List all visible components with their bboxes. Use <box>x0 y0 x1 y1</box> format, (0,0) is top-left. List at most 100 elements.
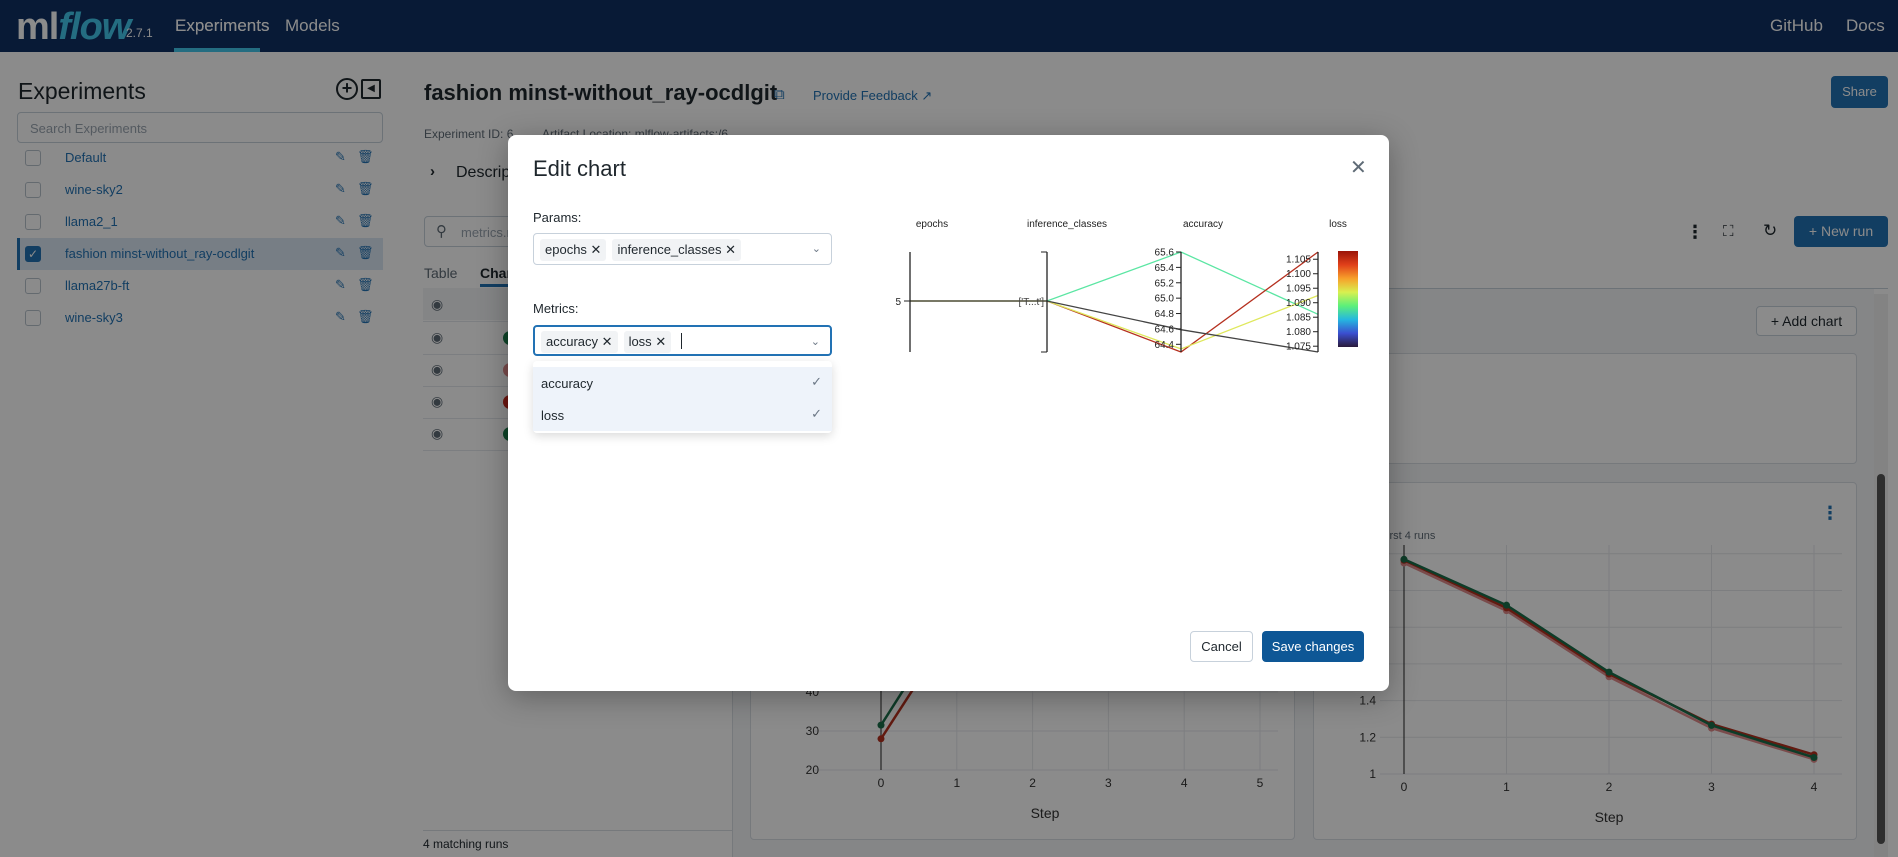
checkbox[interactable] <box>25 182 41 198</box>
github-link[interactable]: GitHub <box>1770 16 1823 35</box>
chart-subtitle: first 4 runs <box>1384 530 1436 542</box>
experiment-item-llama27b-ft[interactable]: llama27b-ft ✎ 🗑 <box>17 270 383 302</box>
experiment-label[interactable]: wine-sky3 <box>65 310 123 325</box>
experiment-id: Experiment ID: 6 <box>424 127 514 141</box>
text-cursor <box>681 333 683 349</box>
pencil-icon[interactable]: ✎ <box>335 245 346 260</box>
pencil-icon[interactable]: ✎ <box>335 149 346 164</box>
active-tab-indicator <box>174 48 260 52</box>
experiment-label[interactable]: llama2_1 <box>65 214 118 229</box>
experiment-label[interactable]: wine-sky2 <box>65 182 123 197</box>
collapse-sidebar-icon[interactable]: ◀ <box>361 79 381 99</box>
experiment-item-wine-sky3[interactable]: wine-sky3 ✎ 🗑 <box>17 302 383 334</box>
eye-icon[interactable]: ◉ <box>431 425 444 441</box>
copy-icon[interactable]: ⧉ <box>774 86 785 103</box>
trash-icon[interactable]: 🗑 <box>357 149 374 164</box>
experiment-label[interactable]: fashion minst-without_ray-ocdlgit <box>65 246 255 261</box>
checkbox[interactable] <box>25 150 41 166</box>
metric-chip: accuracy ✕ <box>541 331 618 353</box>
run-line <box>910 300 1319 353</box>
param-chip: inference_classes ✕ <box>612 239 742 261</box>
more-options-icon[interactable]: ⋮ <box>1686 222 1704 242</box>
active-tab-label: Experiments <box>175 16 270 35</box>
metric-chip: loss ✕ <box>623 331 672 353</box>
scrollbar-thumb[interactable] <box>1877 474 1885 844</box>
pencil-icon[interactable]: ✎ <box>335 213 346 228</box>
axis-title: epochs <box>916 219 948 230</box>
trash-icon[interactable]: 🗑 <box>357 245 374 260</box>
refresh-icon[interactable]: ↻ <box>1763 221 1778 240</box>
active-tab-underline <box>480 284 520 287</box>
tick-label: 1.090 <box>1286 298 1311 309</box>
trash-icon[interactable]: 🗑 <box>357 181 374 196</box>
tab-table[interactable]: Table <box>424 265 458 281</box>
page-title: fashion minst-without_ray-ocdlgit <box>424 80 778 105</box>
scrollbar[interactable] <box>1874 294 1888 857</box>
experiment-item-fashion-minst[interactable]: ✓ fashion minst-without_ray-ocdlgit ✎ 🗑 <box>17 238 383 270</box>
search-experiments-input[interactable]: Search Experiments <box>17 112 383 143</box>
remove-icon[interactable]: ✕ <box>590 242 602 257</box>
params-label: Params: <box>533 210 582 225</box>
params-select[interactable]: epochs ✕ inference_classes ✕ ⌄ <box>533 233 832 265</box>
checkbox[interactable] <box>25 278 41 294</box>
remove-icon[interactable]: ✕ <box>601 334 613 349</box>
dropdown-option-accuracy[interactable]: accuracy ✓ <box>533 367 832 399</box>
docs-link[interactable]: Docs <box>1846 16 1885 35</box>
nav-tab-models[interactable]: Models <box>285 16 340 35</box>
tick-label: 5 <box>895 297 901 308</box>
new-run-button[interactable]: + New run <box>1794 216 1888 247</box>
pencil-icon[interactable]: ✎ <box>335 277 346 292</box>
eye-icon[interactable]: ◉ <box>431 329 444 345</box>
chevron-right-icon[interactable]: › <box>430 163 435 180</box>
share-button[interactable]: Share <box>1831 76 1888 108</box>
trash-icon[interactable]: 🗑 <box>357 309 374 324</box>
pencil-icon[interactable]: ✎ <box>335 181 346 196</box>
add-experiment-icon[interactable]: + <box>336 78 358 100</box>
fullscreen-icon[interactable]: ⛶ <box>1723 223 1734 240</box>
parallel-coordinates-chart: epochs inference_classes accuracy loss 5 ['T.… <box>895 219 1358 353</box>
tick-label: 1.100 <box>1286 269 1311 280</box>
remove-icon[interactable]: ✕ <box>655 334 667 349</box>
experiment-label[interactable]: Default <box>65 150 107 165</box>
axis-title: loss <box>1329 219 1347 230</box>
dropdown-option-loss[interactable]: loss ✓ <box>533 399 832 431</box>
tick-label: 64.8 <box>1155 309 1175 320</box>
experiment-item-wine-sky2[interactable]: wine-sky2 ✎ 🗑 <box>17 174 383 206</box>
save-changes-button[interactable]: Save changes <box>1262 631 1364 662</box>
close-icon[interactable]: ✕ <box>1350 157 1367 179</box>
tick-label: 1.095 <box>1286 284 1311 295</box>
experiment-item-llama2-1[interactable]: llama2_1 ✎ 🗑 <box>17 206 383 238</box>
experiment-label[interactable]: llama27b-ft <box>65 278 130 293</box>
metrics-dropdown: accuracy ✓ loss ✓ <box>533 361 832 433</box>
tab-chart[interactable]: Char <box>480 265 512 281</box>
cancel-button[interactable]: Cancel <box>1190 631 1253 662</box>
provide-feedback-link[interactable]: Provide Feedback ↗ <box>813 88 932 104</box>
remove-icon[interactable]: ✕ <box>725 242 737 257</box>
mlflow-logo[interactable]: mlflow <box>16 6 131 48</box>
metrics-select[interactable]: accuracy ✕ loss ✕ ⌄ <box>533 325 832 356</box>
experiment-item-default[interactable]: Default ✎ 🗑 <box>17 142 383 174</box>
nav-tab-experiments[interactable]: Experiments <box>175 16 270 35</box>
colorbar <box>1338 251 1358 347</box>
checkbox[interactable] <box>25 310 41 326</box>
search-icon: ⚲ <box>436 223 447 240</box>
description-toggle[interactable]: Descrip <box>456 164 511 181</box>
eye-icon[interactable]: ◉ <box>431 393 444 409</box>
tick-label: 1.080 <box>1286 327 1311 338</box>
trash-icon[interactable]: 🗑 <box>357 277 374 292</box>
trash-icon[interactable]: 🗑 <box>357 213 374 228</box>
chevron-down-icon[interactable]: ⌄ <box>811 243 821 255</box>
pencil-icon[interactable]: ✎ <box>335 309 346 324</box>
chip-label: inference_classes <box>617 242 722 257</box>
chevron-down-icon[interactable]: ⌄ <box>810 336 820 348</box>
eye-icon[interactable]: ◉ <box>431 361 444 377</box>
tick-label: 65.0 <box>1155 294 1175 305</box>
checkbox[interactable] <box>25 214 41 230</box>
checkbox-checked[interactable]: ✓ <box>25 246 41 262</box>
chart-menu-icon[interactable]: ⋮ <box>1821 503 1839 523</box>
modal-title: Edit chart <box>533 156 626 181</box>
plus-icon: + <box>1808 223 1821 239</box>
eye-icon[interactable]: ◉ <box>431 296 444 312</box>
axis-title: inference_classes <box>1027 219 1107 230</box>
add-chart-button[interactable]: + Add chart <box>1756 306 1857 336</box>
